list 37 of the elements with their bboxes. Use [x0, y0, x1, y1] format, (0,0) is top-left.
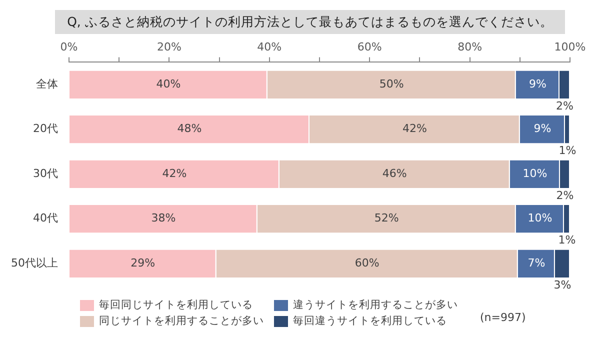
y-tick-label: 20代	[32, 122, 58, 136]
data-label: 2%	[556, 188, 574, 202]
x-tick-label: 40%	[257, 40, 282, 54]
data-label: 9%	[534, 122, 552, 136]
data-label: 42%	[402, 122, 427, 136]
data-label: 40%	[156, 77, 181, 90]
data-label: 42%	[162, 166, 187, 180]
data-label: 48%	[177, 122, 202, 136]
y-tick-label: 50代以上	[10, 256, 58, 270]
legend-label: 同じサイトを利用することが多い	[99, 314, 264, 328]
data-label: 1%	[558, 144, 576, 158]
data-label: 50%	[379, 77, 404, 90]
data-label: 1%	[558, 234, 576, 247]
data-label: 29%	[130, 256, 156, 270]
legend-label: 毎回違うサイトを利用している	[293, 314, 447, 328]
x-tick-label: 20%	[156, 40, 182, 54]
data-label: 38%	[151, 212, 176, 225]
data-label: 52%	[374, 212, 399, 225]
legend-label: 違うサイトを利用することが多い	[293, 298, 458, 312]
data-label: 46%	[382, 166, 407, 180]
chart-title: Q, ふるさと納税のサイトの利用方法として最もあてはまるものを選んでください。	[67, 14, 553, 30]
data-label: 10%	[528, 212, 552, 225]
legend-label: 毎回同じサイトを利用している	[99, 298, 253, 312]
data-label: 10%	[522, 166, 548, 180]
data-label: 2%	[556, 99, 574, 112]
y-tick-label: 全体	[36, 77, 58, 90]
y-tick-label: 30代	[32, 166, 58, 180]
x-tick-label: 60%	[357, 40, 382, 54]
x-tick-label: 0%	[60, 40, 78, 54]
data-label: 60%	[354, 256, 380, 270]
text: (n=997)	[480, 311, 526, 324]
x-tick-label: 100%	[554, 40, 586, 54]
data-label: 7%	[528, 256, 546, 270]
x-tick-label: 80%	[458, 40, 482, 54]
data-label: 9%	[528, 77, 546, 90]
data-label: 3%	[554, 278, 572, 292]
y-tick-label: 40代	[32, 212, 58, 225]
